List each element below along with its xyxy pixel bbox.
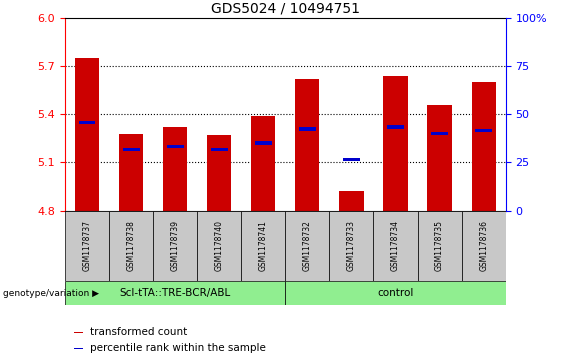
Bar xyxy=(79,121,95,124)
Text: GSM1178736: GSM1178736 xyxy=(479,220,488,272)
Bar xyxy=(119,134,143,211)
Bar xyxy=(75,58,99,211)
Bar xyxy=(462,211,506,281)
Bar xyxy=(475,129,492,132)
Bar xyxy=(387,126,404,129)
Bar xyxy=(255,142,272,145)
Bar xyxy=(167,145,184,148)
Text: GSM1178739: GSM1178739 xyxy=(171,220,180,272)
Bar xyxy=(123,148,140,151)
Text: GSM1178737: GSM1178737 xyxy=(82,220,92,272)
Bar xyxy=(211,148,228,151)
Text: GSM1178734: GSM1178734 xyxy=(391,220,400,272)
Bar xyxy=(65,281,285,305)
Text: control: control xyxy=(377,288,414,298)
Text: percentile rank within the sample: percentile rank within the sample xyxy=(90,343,266,354)
Text: transformed count: transformed count xyxy=(90,327,187,337)
Bar xyxy=(163,127,187,211)
Bar xyxy=(197,211,241,281)
Bar xyxy=(472,82,496,211)
Text: GSM1178733: GSM1178733 xyxy=(347,220,356,272)
Bar xyxy=(428,105,451,211)
Bar xyxy=(74,348,83,349)
Text: GSM1178741: GSM1178741 xyxy=(259,220,268,272)
Bar xyxy=(431,132,448,135)
Bar xyxy=(241,211,285,281)
Text: GSM1178740: GSM1178740 xyxy=(215,220,224,272)
Bar xyxy=(299,127,316,131)
Text: ScI-tTA::TRE-BCR/ABL: ScI-tTA::TRE-BCR/ABL xyxy=(120,288,231,298)
Text: GSM1178735: GSM1178735 xyxy=(435,220,444,272)
Title: GDS5024 / 10494751: GDS5024 / 10494751 xyxy=(211,1,360,16)
Bar xyxy=(74,331,83,333)
Bar xyxy=(153,211,197,281)
Text: GSM1178738: GSM1178738 xyxy=(127,220,136,272)
Bar xyxy=(285,281,506,305)
Bar xyxy=(109,211,153,281)
Text: genotype/variation ▶: genotype/variation ▶ xyxy=(3,289,99,298)
Bar xyxy=(65,211,109,281)
Bar xyxy=(285,211,329,281)
Bar xyxy=(343,158,360,161)
Bar xyxy=(384,76,407,211)
Bar xyxy=(373,211,418,281)
Bar xyxy=(207,135,231,211)
Bar xyxy=(418,211,462,281)
Bar xyxy=(295,79,319,211)
Bar xyxy=(251,116,275,211)
Bar xyxy=(340,191,363,211)
Bar xyxy=(329,211,373,281)
Text: GSM1178732: GSM1178732 xyxy=(303,220,312,272)
